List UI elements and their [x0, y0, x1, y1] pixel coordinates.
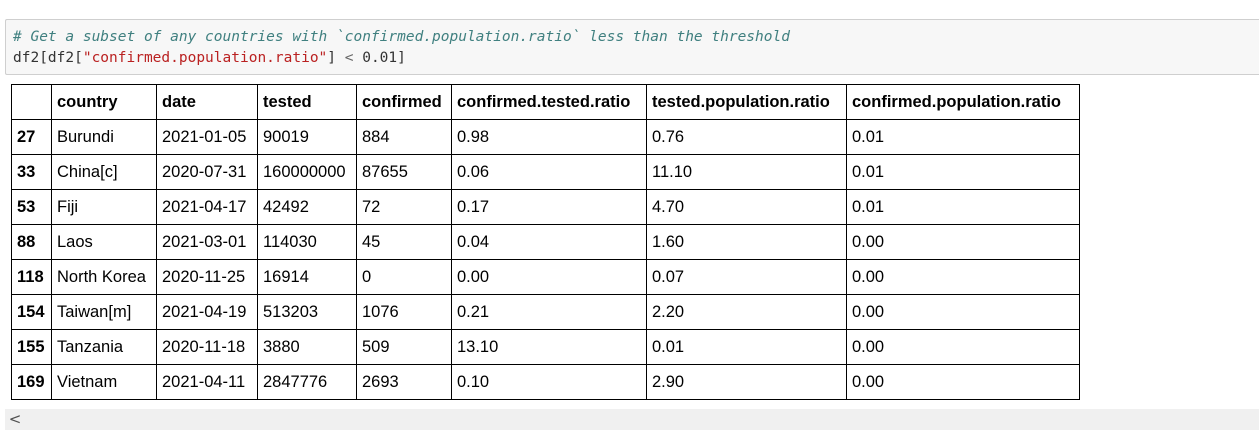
table-cell: North Korea: [51, 259, 157, 295]
table-cell: 3880: [257, 329, 357, 365]
table-cell: 0.00: [846, 364, 1080, 400]
table-cell: Burundi: [51, 119, 157, 155]
table-cell: 884: [356, 119, 452, 155]
table-cell: 509: [356, 329, 452, 365]
table-row: 169 Vietnam 2021-04-11 2847776 2693 0.10 2.90 0…: [11, 364, 1080, 400]
row-index: 169: [11, 364, 52, 400]
table-cell: 0.06: [451, 154, 647, 190]
column-header: tested: [257, 84, 357, 120]
table-cell: 45: [356, 224, 452, 260]
table-cell: 0.01: [846, 119, 1080, 155]
table-cell: 2020-11-18: [156, 329, 258, 365]
table-cell: 2021-01-05: [156, 119, 258, 155]
table-cell: 114030: [257, 224, 357, 260]
table-cell: 0.01: [846, 154, 1080, 190]
table-cell: 0.10: [451, 364, 647, 400]
table-header-row: country date tested confirmed confirmed.test…: [11, 84, 1080, 120]
table-cell: 0.07: [646, 259, 847, 295]
table-cell: 2021-04-11: [156, 364, 258, 400]
table-cell: 0.01: [646, 329, 847, 365]
table-cell: Vietnam: [51, 364, 157, 400]
table-cell: 2021-04-19: [156, 294, 258, 330]
table-row: 53 Fiji 2021-04-17 42492 72 0.17 4.70 0.01: [11, 189, 1080, 225]
column-header: confirmed: [356, 84, 452, 120]
table-cell: 0.76: [646, 119, 847, 155]
table-cell: 11.10: [646, 154, 847, 190]
row-index: 154: [11, 294, 52, 330]
table-row: 33 China[c] 2020-07-31 160000000 87655 0.06 11…: [11, 154, 1080, 190]
row-index: 155: [11, 329, 52, 365]
table-row: 88 Laos 2021-03-01 114030 45 0.04 1.60 0.00: [11, 224, 1080, 260]
table-cell: 2021-04-17: [156, 189, 258, 225]
table-cell: 0: [356, 259, 452, 295]
table-cell: 1076: [356, 294, 452, 330]
column-header: date: [156, 84, 258, 120]
table-cell: 2.90: [646, 364, 847, 400]
table-cell: 42492: [257, 189, 357, 225]
table-cell: 13.10: [451, 329, 647, 365]
column-header: country: [51, 84, 157, 120]
table-cell: 2847776: [257, 364, 357, 400]
code-operator: <: [344, 50, 354, 66]
table-cell: 0.21: [451, 294, 647, 330]
table-row: 154 Taiwan[m] 2021-04-19 513203 1076 0.21 2.20…: [11, 294, 1080, 330]
code-comment: # Get a subset of any countries with `co…: [13, 29, 790, 45]
row-index: 33: [11, 154, 52, 190]
table-cell: China[c]: [51, 154, 157, 190]
table-cell: 0.00: [846, 329, 1080, 365]
row-index: 27: [11, 119, 52, 155]
horizontal-scrollbar[interactable]: <: [5, 409, 1259, 430]
row-index: 53: [11, 189, 52, 225]
table-cell: 2021-03-01: [156, 224, 258, 260]
table-cell: 2020-11-25: [156, 259, 258, 295]
table-body: 27 Burundi 2021-01-05 90019 884 0.98 0.76 0.01 3…: [11, 119, 1080, 400]
table-row: 118 North Korea 2020-11-25 16914 0 0.00 0.07 0.…: [11, 259, 1080, 295]
output-area: country date tested confirmed confirmed.test…: [11, 84, 1080, 400]
index-header: [11, 84, 52, 120]
table-cell: 513203: [257, 294, 357, 330]
table-cell: 1.60: [646, 224, 847, 260]
column-header: confirmed.population.ratio: [846, 84, 1080, 120]
table-cell: Taiwan[m]: [51, 294, 157, 330]
table-cell: Tanzania: [51, 329, 157, 365]
column-header: tested.population.ratio: [646, 84, 847, 120]
row-index: 118: [11, 259, 52, 295]
table-cell: 0.17: [451, 189, 647, 225]
table-cell: Laos: [51, 224, 157, 260]
table-cell: 2.20: [646, 294, 847, 330]
code-string-literal: "confirmed.population.ratio": [82, 50, 328, 66]
table-cell: 72: [356, 189, 452, 225]
table-row: 155 Tanzania 2020-11-18 3880 509 13.10 0.01 0.0…: [11, 329, 1080, 365]
column-header: confirmed.tested.ratio: [451, 84, 647, 120]
table-cell: 0.00: [846, 224, 1080, 260]
table-cell: 90019: [257, 119, 357, 155]
table-cell: 0.00: [846, 259, 1080, 295]
table-cell: 0.00: [846, 294, 1080, 330]
table-cell: 16914: [257, 259, 357, 295]
table-cell: Fiji: [51, 189, 157, 225]
table-cell: 0.00: [451, 259, 647, 295]
dataframe-table: country date tested confirmed confirmed.test…: [11, 84, 1080, 400]
table-cell: 4.70: [646, 189, 847, 225]
chevron-left-icon[interactable]: <: [8, 410, 22, 428]
table-cell: 0.01: [846, 189, 1080, 225]
table-cell: 0.04: [451, 224, 647, 260]
code-line-2: df2[df2["confirmed.population.ratio"] < …: [13, 50, 406, 66]
code-cell[interactable]: # Get a subset of any countries with `co…: [5, 19, 1259, 75]
table-cell: 87655: [356, 154, 452, 190]
table-row: 27 Burundi 2021-01-05 90019 884 0.98 0.76 0.01: [11, 119, 1080, 155]
row-index: 88: [11, 224, 52, 260]
table-cell: 160000000: [257, 154, 357, 190]
table-cell: 0.98: [451, 119, 647, 155]
table-cell: 2020-07-31: [156, 154, 258, 190]
table-cell: 2693: [356, 364, 452, 400]
